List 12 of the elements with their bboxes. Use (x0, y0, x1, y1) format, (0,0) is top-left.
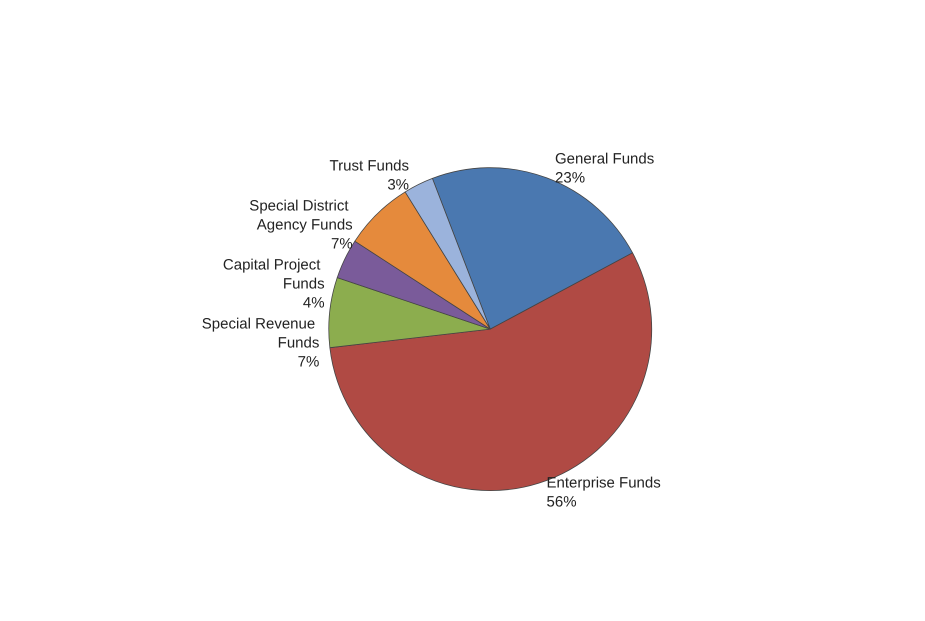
slice-label: Special District Agency Funds (249, 198, 353, 234)
slice-label: General Funds (555, 150, 654, 168)
data-label: 3% (387, 176, 410, 194)
slice-label: Enterprise Funds (546, 474, 661, 492)
slice-label: Trust Funds (330, 158, 410, 175)
slice-label: Capital Project Funds (222, 256, 325, 293)
data-label: 4% (302, 294, 325, 312)
data-label: 56% (546, 494, 577, 511)
slice-label: Special Revenue Funds (202, 316, 320, 352)
data-label: 7% (330, 236, 353, 253)
data-label: 23% (555, 169, 586, 186)
data-label: 7% (298, 354, 320, 371)
